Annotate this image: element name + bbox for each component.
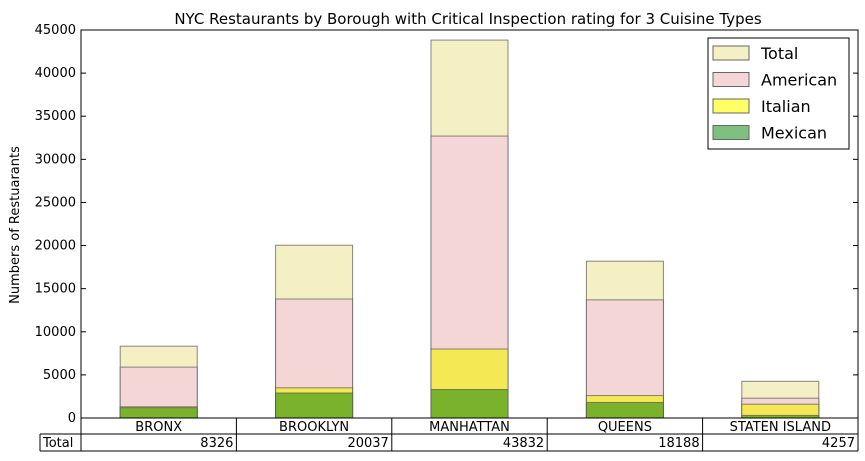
x-tick-label: BROOKLYN	[279, 420, 349, 435]
bar-mexican	[119, 407, 198, 419]
table-row-label: Total	[42, 436, 73, 451]
legend: Total American Italian Mexican	[707, 37, 850, 150]
y-axis: 0 5000 10000 15000 20000 25000 30000 35000 40000…	[35, 23, 858, 426]
x-tick-label: STATEN ISLAND	[730, 420, 831, 435]
table-cell-value: 18188	[658, 436, 699, 451]
y-tick-label: 10000	[35, 325, 76, 340]
table-cell-value: 20037	[347, 436, 388, 451]
y-tick-label: 25000	[35, 195, 76, 210]
legend-swatch	[712, 125, 750, 140]
legend-label: American	[761, 71, 837, 90]
bars-layer	[119, 39, 820, 419]
y-tick-label: 40000	[35, 66, 76, 81]
y-axis-label: Numbers of Restuarants	[8, 146, 23, 304]
table-cell-value: 43832	[503, 436, 544, 451]
bar-mexican	[585, 401, 664, 419]
table-cell-value: 4257	[822, 436, 855, 451]
y-tick-label: 15000	[35, 282, 76, 297]
y-tick-label: 35000	[35, 109, 76, 124]
y-tick-label: 5000	[43, 368, 76, 383]
y-tick-label: 30000	[35, 152, 76, 167]
y-tick-label: 20000	[35, 239, 76, 254]
legend-label: Mexican	[761, 124, 827, 143]
x-tick-label: MANHATTAN	[429, 420, 510, 435]
bar-mexican	[430, 389, 509, 419]
y-tick-label: 45000	[35, 23, 76, 38]
legend-swatch	[712, 45, 750, 61]
legend-label: Total	[760, 44, 798, 63]
x-tick-label: BRONX	[135, 420, 182, 435]
legend-label: Italian	[761, 97, 811, 116]
plot-frame	[80, 29, 859, 419]
legend-swatch	[712, 98, 750, 114]
chart-title: NYC Restaurants by Borough with Critical…	[174, 10, 762, 28]
legend-swatch	[712, 72, 750, 87]
y-tick-label: 0	[68, 411, 76, 426]
table-cell-value: 8326	[200, 436, 233, 451]
x-tick-label: QUEENS	[598, 420, 652, 435]
bar-mexican	[275, 392, 354, 419]
